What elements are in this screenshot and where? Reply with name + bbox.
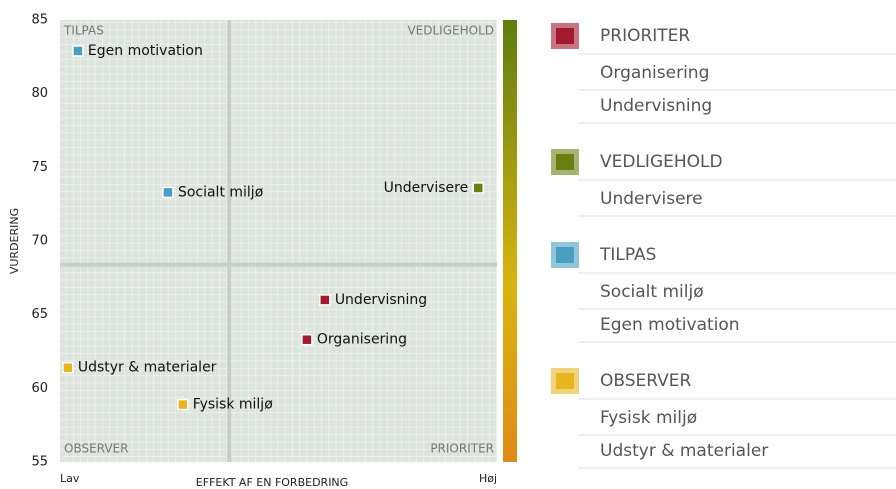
legend-item: Socialt miljø <box>600 282 704 302</box>
legend-header: TILPAS <box>599 245 656 265</box>
point-label: Socialt miljø <box>178 184 264 200</box>
plot-area <box>60 20 497 462</box>
point-label: Fysisk miljø <box>193 397 273 413</box>
point <box>162 186 174 199</box>
gradient-bar <box>503 20 517 462</box>
legend-item: Egen motivation <box>600 315 740 335</box>
quadrant-label: VEDLIGEHOLD <box>407 24 494 38</box>
y-tick-label: 65 <box>31 307 48 322</box>
point <box>301 333 313 346</box>
point-label: Udstyr & materialer <box>78 360 217 376</box>
y-axis-label: VURDERING <box>8 208 21 274</box>
point-label: Undervisere <box>384 180 469 196</box>
legend-item: Organisering <box>600 63 709 83</box>
legend-swatch <box>556 28 574 44</box>
y-tick-label: 70 <box>31 234 48 249</box>
y-tick-label: 75 <box>31 160 48 175</box>
y-tick-label: 85 <box>31 13 48 28</box>
legend-header: VEDLIGEHOLD <box>600 152 723 172</box>
point-label: Egen motivation <box>88 43 203 59</box>
y-tick-label: 55 <box>31 455 48 470</box>
legend-swatch <box>556 154 574 170</box>
quadrant-label: PRIORITER <box>430 442 494 456</box>
y-tick-label: 60 <box>31 381 48 396</box>
point <box>319 294 331 306</box>
legend-swatch <box>556 373 574 389</box>
point-label: Undervisning <box>335 292 427 308</box>
x-axis-label: EFFEKT AF EN FORBEDRING <box>196 476 348 489</box>
legend-item: Undervisere <box>600 189 703 209</box>
point-label: Organisering <box>317 332 407 348</box>
point <box>472 182 484 194</box>
legend-header: OBSERVER <box>600 371 692 391</box>
point <box>62 361 74 374</box>
legend-swatch <box>556 247 574 263</box>
quadrant-label: TILPAS <box>63 24 104 38</box>
y-tick-label: 80 <box>31 86 48 101</box>
point <box>177 398 189 411</box>
legend-header: PRIORITER <box>600 26 690 46</box>
x-tick-label: Høj <box>479 472 497 485</box>
point <box>72 45 84 57</box>
x-tick-label: Lav <box>60 472 80 485</box>
legend-item: Undervisning <box>600 96 712 116</box>
legend-item: Fysisk miljø <box>600 408 697 428</box>
legend-item: Udstyr & materialer <box>600 441 768 461</box>
quadrant-label: OBSERVER <box>64 442 128 456</box>
